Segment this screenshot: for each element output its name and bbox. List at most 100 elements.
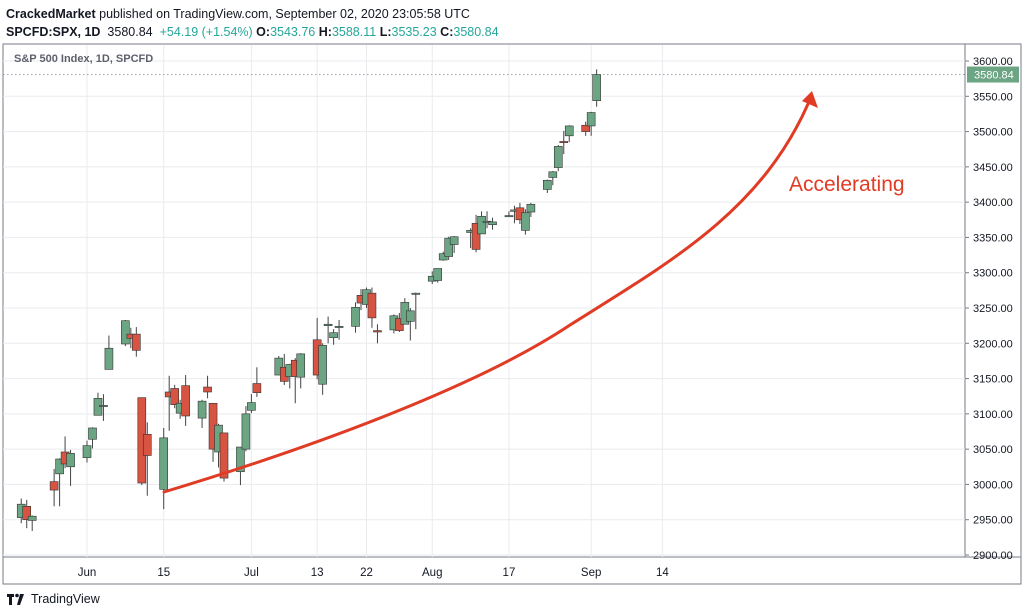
candle-body bbox=[159, 437, 169, 490]
candle bbox=[82, 440, 92, 463]
low-label: L: bbox=[379, 25, 392, 39]
published-text: published on TradingView.com, September … bbox=[99, 7, 470, 21]
candle-body bbox=[55, 458, 64, 475]
y-tick-label: 3350.00 bbox=[973, 232, 1013, 244]
candle-body bbox=[296, 353, 306, 378]
candle bbox=[104, 335, 114, 370]
candle bbox=[488, 217, 497, 230]
candle bbox=[438, 251, 448, 261]
candle-body bbox=[247, 402, 256, 411]
candle bbox=[318, 343, 327, 395]
candle bbox=[274, 355, 284, 376]
candles bbox=[16, 69, 601, 532]
candle-body bbox=[373, 330, 382, 333]
candle bbox=[22, 499, 32, 529]
candle bbox=[99, 394, 108, 421]
candle bbox=[586, 111, 596, 136]
candle bbox=[241, 406, 251, 452]
candle bbox=[543, 179, 552, 193]
quote-line: SPCFD:SPX, 1D 3580.84 +54.19 (+1.54%) O:… bbox=[6, 24, 499, 40]
trend-arrow bbox=[162, 102, 810, 494]
candle-body bbox=[477, 215, 486, 235]
candle bbox=[433, 268, 443, 283]
candle bbox=[323, 316, 333, 344]
x-tick-label: 13 bbox=[311, 567, 324, 579]
candle-body bbox=[329, 332, 338, 338]
tradingview-logo-icon bbox=[7, 593, 24, 605]
candle bbox=[592, 69, 601, 107]
candle bbox=[181, 375, 190, 426]
candle bbox=[197, 399, 207, 428]
trend-arrow-head bbox=[802, 91, 818, 108]
candle-body bbox=[27, 515, 37, 521]
y-tick-label: 2950.00 bbox=[973, 515, 1013, 527]
last-price-marker: 3580.84 bbox=[967, 66, 1019, 83]
candle bbox=[553, 144, 563, 172]
price-change: +54.19 (+1.54%) bbox=[159, 25, 253, 39]
chart-header: CrackedMarket published on TradingView.c… bbox=[6, 6, 499, 40]
candle-body bbox=[142, 434, 152, 456]
chart-frame bbox=[2, 43, 1022, 585]
candle bbox=[351, 302, 360, 333]
y-tick-label: 2900.00 bbox=[973, 550, 1013, 562]
candle-body bbox=[438, 253, 448, 261]
footer-brand[interactable]: TradingView bbox=[31, 592, 100, 606]
y-tick-label: 3100.00 bbox=[973, 409, 1013, 421]
candle bbox=[236, 446, 245, 486]
low-value: 3535.23 bbox=[391, 25, 437, 39]
last-price-box bbox=[967, 66, 1019, 83]
high-label: H: bbox=[318, 25, 332, 39]
candle-body bbox=[586, 112, 596, 127]
candle bbox=[406, 308, 415, 341]
candle bbox=[247, 394, 256, 414]
candle-body bbox=[88, 427, 97, 440]
time-axis[interactable]: Jun 15 Jul 13 22 Aug 17 Sep 14 bbox=[78, 567, 670, 579]
y-tick-label: 3400.00 bbox=[973, 197, 1013, 209]
candle-body bbox=[521, 212, 530, 231]
candle bbox=[159, 427, 169, 510]
candle bbox=[449, 236, 459, 253]
chart-title: S&P 500 Index, 1D, SPCFD bbox=[14, 53, 153, 65]
candle-body bbox=[99, 405, 108, 407]
candle-body bbox=[22, 506, 32, 521]
candle-body bbox=[132, 333, 141, 351]
candle bbox=[548, 171, 558, 186]
open-value: 3543.76 bbox=[270, 25, 316, 39]
x-tick-label: 14 bbox=[656, 567, 669, 579]
candle bbox=[296, 353, 306, 389]
candle bbox=[132, 327, 141, 357]
candle-body bbox=[471, 223, 481, 250]
candle-body bbox=[564, 125, 574, 137]
candle-body bbox=[395, 318, 404, 331]
candle bbox=[564, 125, 574, 143]
candle-body bbox=[351, 306, 360, 327]
candle bbox=[334, 320, 344, 340]
x-tick-label: Sep bbox=[581, 567, 601, 579]
y-tick-label: 3000.00 bbox=[973, 479, 1013, 491]
candle bbox=[49, 468, 59, 507]
y-tick-label: 3450.00 bbox=[973, 162, 1013, 174]
candle bbox=[444, 236, 453, 261]
candle-body bbox=[411, 292, 421, 295]
candle bbox=[526, 202, 536, 217]
candle bbox=[93, 392, 103, 416]
publish-line: CrackedMarket published on TradingView.c… bbox=[6, 6, 499, 22]
y-tick-label: 3600.00 bbox=[973, 56, 1013, 68]
x-tick-label: 22 bbox=[360, 567, 373, 579]
y-tick-label: 3150.00 bbox=[973, 374, 1013, 386]
x-tick-label: 15 bbox=[157, 567, 170, 579]
close-label: C: bbox=[440, 25, 454, 39]
y-tick-label: 3500.00 bbox=[973, 127, 1013, 139]
publisher-name[interactable]: CrackedMarket bbox=[6, 7, 96, 21]
candle-body bbox=[488, 221, 497, 226]
price-axis[interactable]: 2900.00 2950.00 3000.00 3050.00 3100.00 3150.… bbox=[965, 56, 1013, 562]
candle-body bbox=[323, 323, 333, 326]
y-tick-label: 3250.00 bbox=[973, 303, 1013, 315]
annotation-accelerating: Accelerating bbox=[789, 173, 905, 196]
last-price-label: 3580.84 bbox=[974, 70, 1014, 82]
candle-body bbox=[197, 400, 207, 419]
candle-body bbox=[121, 320, 130, 345]
candle-body bbox=[252, 383, 262, 393]
y-tick-label: 3050.00 bbox=[973, 444, 1013, 456]
